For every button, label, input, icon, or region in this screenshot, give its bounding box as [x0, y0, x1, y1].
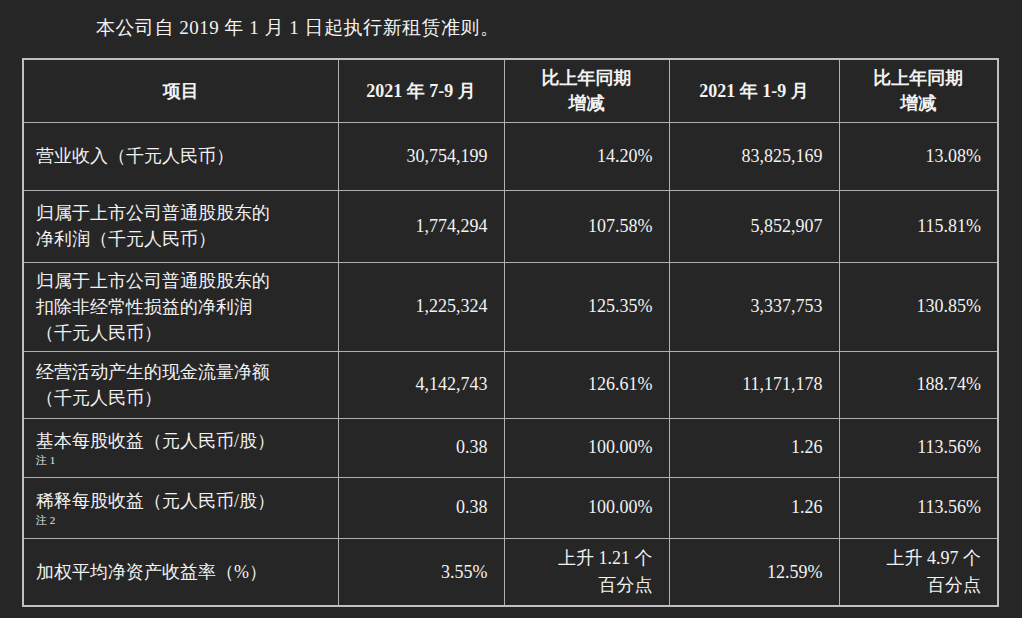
- report-page: 本公司自 2019 年 1 月 1 日起执行新租赁准则。 项目 2021 年 7…: [0, 0, 1022, 607]
- cell-q3-yoy: 100.00%: [504, 418, 669, 477]
- row-label: 加权平均净资产收益率（%）: [23, 538, 338, 606]
- row-label: 经营活动产生的现金流量净额 （千元人民币）: [23, 351, 338, 418]
- row-label-text: 基本每股收益（元人民币/股）: [36, 431, 275, 451]
- table-row-basic-eps: 基本每股收益（元人民币/股） 注 1 0.38 100.00% 1.26 113.…: [23, 418, 998, 477]
- row-label-text: 加权平均净资产收益率（%）: [36, 562, 267, 582]
- row-label-text: 营业收入（千元人民币）: [36, 146, 234, 166]
- col-header-item: 项目: [23, 59, 338, 122]
- table-row-weighted-avg-roe: 加权平均净资产收益率（%） 3.55% 上升 1.21 个 百分点 12.59%…: [23, 538, 998, 606]
- cell-q3-yoy: 126.61%: [504, 351, 669, 418]
- table-header: 项目 2021 年 7-9 月 比上年同期 增减 2021 年 1-9 月 比上…: [23, 59, 998, 122]
- row-note: 注 1: [36, 454, 330, 468]
- table-body: 营业收入（千元人民币） 30,754,199 14.20% 83,825,169…: [23, 122, 998, 606]
- cell-9m-yoy: 188.74%: [839, 351, 998, 418]
- cell-9m-yoy: 115.81%: [839, 190, 998, 262]
- cell-q3-2021: 1,774,294: [338, 190, 504, 262]
- cell-9m-2021: 12.59%: [669, 538, 839, 606]
- cell-9m-2021: 3,337,753: [669, 262, 839, 351]
- col-header-q3-yoy: 比上年同期 增减: [504, 59, 669, 122]
- row-label-text: 归属于上市公司普通股股东的 扣除非经常性损益的净利润 （千元人民币）: [36, 271, 270, 343]
- cell-9m-yoy: 130.85%: [839, 262, 998, 351]
- table-row-net-profit-excl-nonrecurring: 归属于上市公司普通股股东的 扣除非经常性损益的净利润 （千元人民币） 1,225…: [23, 262, 998, 351]
- table-row-net-profit: 归属于上市公司普通股股东的 净利润（千元人民币） 1,774,294 107.5…: [23, 190, 998, 262]
- row-label: 归属于上市公司普通股股东的 扣除非经常性损益的净利润 （千元人民币）: [23, 262, 338, 351]
- row-note: 注 2: [36, 514, 330, 528]
- cell-9m-2021: 1.26: [669, 418, 839, 477]
- cell-9m-yoy: 13.08%: [839, 122, 998, 190]
- financial-summary-table: 项目 2021 年 7-9 月 比上年同期 增减 2021 年 1-9 月 比上…: [22, 58, 999, 607]
- row-label: 归属于上市公司普通股股东的 净利润（千元人民币）: [23, 190, 338, 262]
- cell-9m-2021: 11,171,178: [669, 351, 839, 418]
- cell-q3-yoy: 14.20%: [504, 122, 669, 190]
- cell-9m-2021: 1.26: [669, 477, 839, 538]
- cell-q3-yoy: 上升 1.21 个 百分点: [504, 538, 669, 606]
- col-header-q3-2021: 2021 年 7-9 月: [338, 59, 504, 122]
- cell-q3-2021: 3.55%: [338, 538, 504, 606]
- row-label: 基本每股收益（元人民币/股） 注 1: [23, 418, 338, 477]
- cell-q3-2021: 0.38: [338, 418, 504, 477]
- cell-q3-2021: 4,142,743: [338, 351, 504, 418]
- table-row-revenue: 营业收入（千元人民币） 30,754,199 14.20% 83,825,169…: [23, 122, 998, 190]
- col-header-9m-2021: 2021 年 1-9 月: [669, 59, 839, 122]
- cell-q3-2021: 30,754,199: [338, 122, 504, 190]
- table-row-diluted-eps: 稀释每股收益（元人民币/股） 注 2 0.38 100.00% 1.26 113.…: [23, 477, 998, 538]
- cell-9m-yoy: 113.56%: [839, 477, 998, 538]
- cell-q3-2021: 0.38: [338, 477, 504, 538]
- cell-q3-2021: 1,225,324: [338, 262, 504, 351]
- table-row-operating-cash-flow: 经营活动产生的现金流量净额 （千元人民币） 4,142,743 126.61% …: [23, 351, 998, 418]
- row-label: 稀释每股收益（元人民币/股） 注 2: [23, 477, 338, 538]
- row-label-text: 稀释每股收益（元人民币/股）: [36, 491, 275, 511]
- cell-q3-yoy: 125.35%: [504, 262, 669, 351]
- cell-q3-yoy: 107.58%: [504, 190, 669, 262]
- cell-9m-2021: 5,852,907: [669, 190, 839, 262]
- row-label-text: 经营活动产生的现金流量净额 （千元人民币）: [36, 362, 270, 408]
- header-row: 项目 2021 年 7-9 月 比上年同期 增减 2021 年 1-9 月 比上…: [23, 59, 998, 122]
- intro-text: 本公司自 2019 年 1 月 1 日起执行新租赁准则。: [0, 0, 1022, 41]
- cell-9m-yoy: 上升 4.97 个 百分点: [839, 538, 998, 606]
- col-header-9m-yoy: 比上年同期 增减: [839, 59, 998, 122]
- row-label-text: 归属于上市公司普通股股东的 净利润（千元人民币）: [36, 203, 270, 249]
- cell-9m-yoy: 113.56%: [839, 418, 998, 477]
- cell-9m-2021: 83,825,169: [669, 122, 839, 190]
- cell-q3-yoy: 100.00%: [504, 477, 669, 538]
- row-label: 营业收入（千元人民币）: [23, 122, 338, 190]
